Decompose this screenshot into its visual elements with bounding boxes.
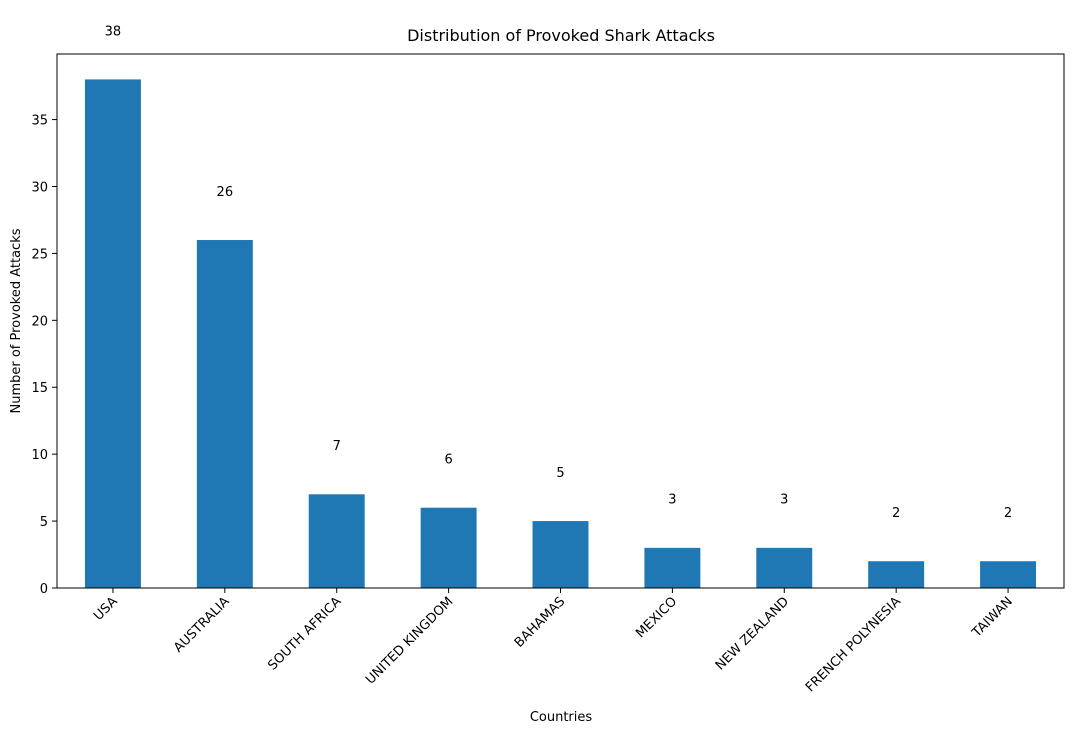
y-axis-label: Number of Provoked Attacks	[9, 228, 24, 413]
y-tick-label: 20	[31, 314, 48, 329]
x-tick-label: MEXICO	[633, 594, 680, 641]
data-label: 7	[333, 439, 341, 454]
data-label: 5	[556, 466, 564, 481]
chart-title: Distribution of Provoked Shark Attacks	[407, 26, 715, 45]
data-labels: 38 26 7 6 5 3 3 2 2	[105, 24, 1013, 521]
x-axis: USA AUSTRALIA SOUTH AFRICA UNITED KINGDOM BA…	[91, 588, 1016, 695]
data-label: 6	[444, 453, 452, 468]
bar-french-polynesia	[868, 561, 925, 588]
plot-frame	[56, 53, 1065, 589]
data-label: 2	[1004, 506, 1012, 521]
x-axis-label: Countries	[530, 710, 593, 725]
y-tick-label: 15	[31, 381, 48, 396]
x-tick-label: TAIWAN	[969, 594, 1016, 641]
data-label: 3	[668, 493, 676, 508]
x-tick-label: UNITED KINGDOM	[363, 594, 456, 687]
x-tick-label: SOUTH AFRICA	[265, 594, 344, 673]
y-tick-label: 25	[31, 247, 48, 262]
bar-bahamas	[532, 521, 589, 588]
x-tick-label: FRENCH POLYNESIA	[803, 594, 904, 695]
data-label: 38	[105, 24, 122, 39]
data-label: 3	[780, 493, 788, 508]
x-tick-label: USA	[91, 594, 121, 624]
x-tick-label: AUSTRALIA	[171, 594, 233, 656]
x-tick-label: BAHAMAS	[512, 594, 568, 650]
bar-taiwan	[980, 561, 1037, 588]
bar-australia	[196, 240, 253, 588]
y-tick-label: 5	[40, 515, 48, 530]
bars	[84, 79, 1037, 588]
data-label: 2	[892, 506, 900, 521]
bar-usa	[84, 79, 141, 588]
bar-new-zealand	[756, 547, 813, 588]
y-tick-label: 0	[40, 582, 48, 597]
y-axis: 0 5 10 15 20 25 30 35	[31, 114, 57, 597]
data-label: 26	[217, 185, 234, 200]
bar-mexico	[644, 547, 701, 588]
bar-united-kingdom	[420, 507, 477, 588]
y-tick-label: 30	[31, 180, 48, 195]
y-tick-label: 35	[31, 114, 48, 129]
bar-south-africa	[308, 494, 365, 588]
x-tick-label: NEW ZEALAND	[713, 594, 792, 673]
y-tick-label: 10	[31, 448, 48, 463]
